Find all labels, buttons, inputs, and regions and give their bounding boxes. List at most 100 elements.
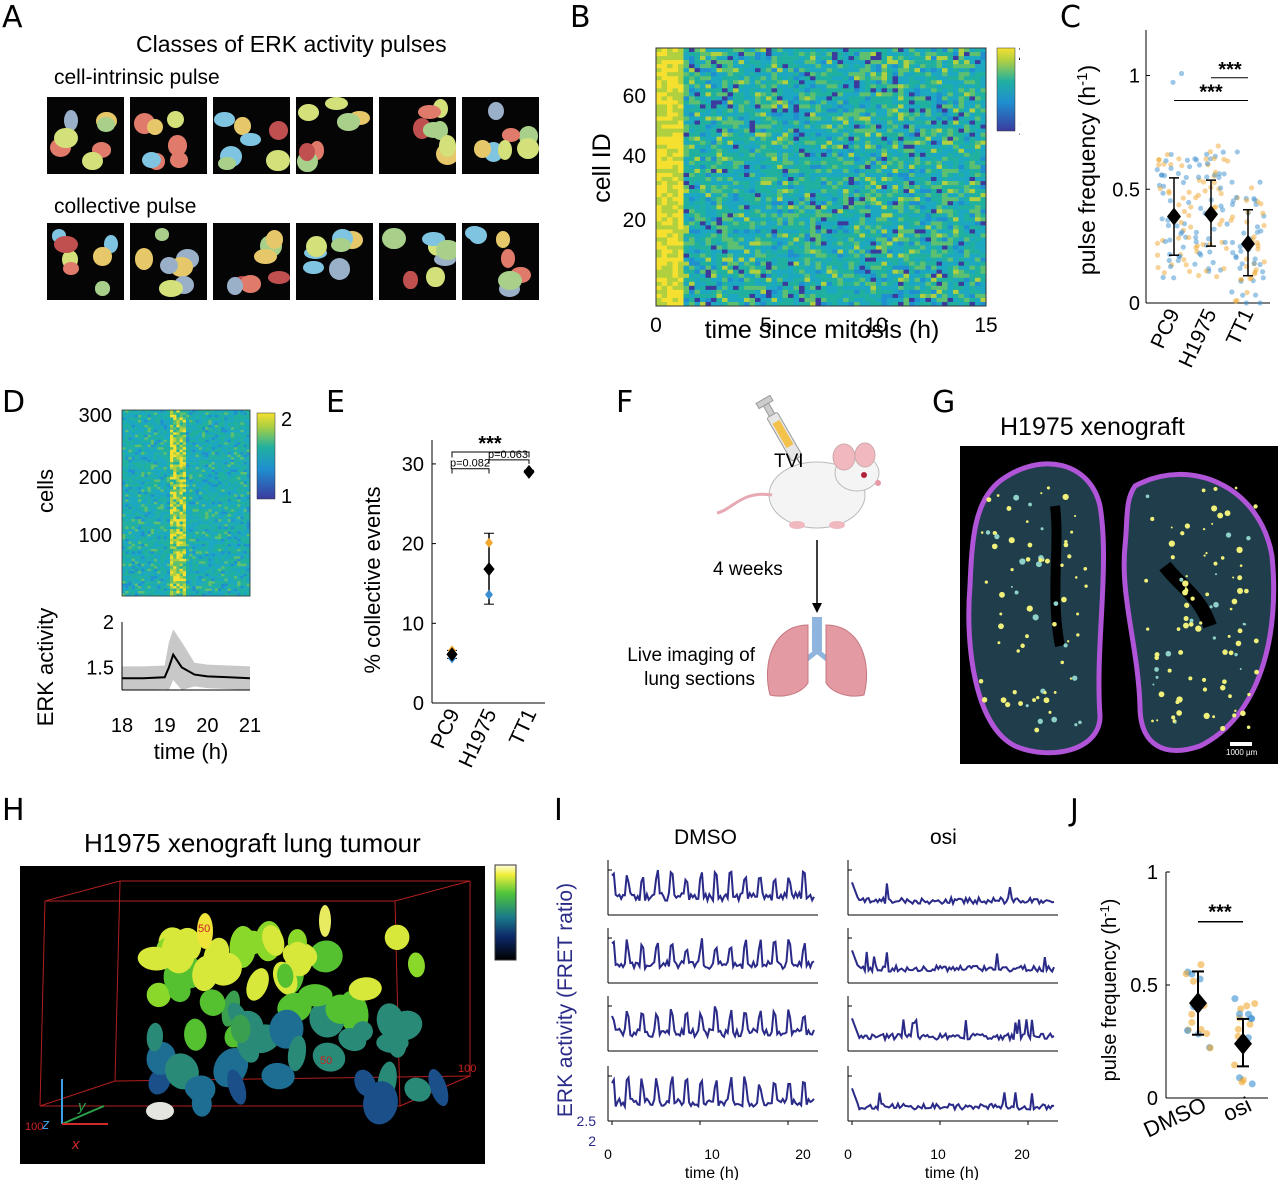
- heatmap-cell: [848, 301, 855, 307]
- heatmap-cell: [672, 205, 679, 210]
- heatmap-cell: [980, 136, 987, 142]
- heatmap-cell: [227, 410, 232, 413]
- heatmap-cell: [931, 120, 937, 125]
- heatmap-cell: [953, 289, 959, 295]
- data-point: [1176, 156, 1182, 162]
- data-point: [1155, 264, 1161, 271]
- heatmap-cell: [727, 96, 734, 101]
- heatmap-cell: [964, 160, 970, 166]
- data-point: [1213, 204, 1219, 210]
- heatmap-cell: [141, 427, 145, 431]
- heatmap-cell: [920, 181, 926, 186]
- heatmap-cell: [942, 96, 948, 101]
- heatmap-cell: [689, 285, 695, 291]
- heatmap-cell: [942, 124, 948, 129]
- heatmap-cell: [727, 112, 734, 117]
- heatmap-cell: [804, 225, 811, 230]
- heatmap-cell: [160, 437, 164, 441]
- heatmap-cell: [969, 273, 976, 279]
- heatmap-cell: [243, 449, 248, 453]
- heatmap-cell: [738, 172, 745, 178]
- heatmap-cell: [810, 80, 816, 85]
- heatmap-cell: [227, 439, 232, 443]
- heatmap-cell: [832, 241, 838, 246]
- heatmap-cell: [859, 301, 866, 307]
- heatmap-cell: [788, 112, 794, 117]
- heatmap-cell: [903, 56, 910, 61]
- heatmap-cell: [854, 132, 860, 137]
- heatmap-cell: [799, 60, 805, 65]
- data-point: [1167, 198, 1173, 204]
- heatmap-cell: [727, 253, 734, 258]
- heatmap-cell: [898, 164, 904, 170]
- heatmap-cell: [892, 177, 899, 182]
- heatmap-cell: [804, 269, 811, 275]
- heatmap-cell: [667, 241, 673, 246]
- heatmap-cell: [947, 140, 954, 146]
- heatmap-cell: [755, 229, 761, 234]
- heatmap-cell: [667, 261, 673, 266]
- heatmap-cell: [678, 124, 684, 129]
- heatmap-cell: [931, 181, 937, 186]
- heatmap-cell: [953, 60, 959, 65]
- heatmap-cell: [854, 189, 860, 194]
- data-point: [1229, 289, 1235, 295]
- heatmap-cell: [887, 116, 893, 121]
- heatmap-cell: [793, 301, 800, 307]
- heatmap-cell: [738, 80, 745, 85]
- heatmap-cell: [843, 172, 849, 178]
- heatmap-cell: [683, 140, 690, 146]
- heatmap-cell: [859, 217, 866, 222]
- heatmap-cell: [832, 124, 838, 129]
- heatmap-cell: [125, 447, 129, 450]
- heatmap-cell: [240, 417, 244, 421]
- heatmap-cell: [903, 273, 910, 279]
- heatmap-cell: [964, 297, 970, 303]
- heatmap-cell: [694, 72, 701, 77]
- panel-letter-b: B: [570, 0, 591, 35]
- heatmap-cell: [192, 424, 196, 428]
- heatmap-cell: [892, 229, 899, 234]
- heatmap-cell: [837, 104, 844, 109]
- heatmap-cell: [964, 285, 970, 291]
- heatmap-cell: [179, 424, 184, 428]
- heatmap-cell: [122, 434, 126, 438]
- heatmap-cell: [920, 185, 926, 190]
- heatmap-cell: [777, 68, 783, 73]
- heatmap-cell: [170, 434, 174, 438]
- heatmap-cell: [859, 277, 866, 283]
- heatmap-cell: [195, 414, 200, 418]
- heatmap-cell: [920, 297, 926, 303]
- heatmap-cell: [887, 269, 893, 275]
- heatmap-cell: [892, 80, 899, 85]
- heatmap-cell: [804, 213, 811, 218]
- heatmap-cell: [157, 442, 161, 446]
- heatmap-cell: [163, 429, 168, 433]
- heatmap-cell: [865, 136, 871, 142]
- data-point: [1229, 214, 1236, 220]
- heatmap-cell: [870, 249, 877, 254]
- heatmap-cell: [125, 419, 129, 423]
- heatmap-cell: [208, 444, 212, 448]
- heatmap-cell: [738, 189, 745, 194]
- heatmap-cell: [876, 148, 882, 154]
- heatmap-cell: [683, 261, 690, 266]
- heatmap-cell: [909, 289, 915, 295]
- heatmap-cell: [826, 80, 833, 85]
- heatmap-cell: [914, 60, 921, 65]
- heatmap-cell: [815, 124, 822, 129]
- heatmap-cell: [198, 429, 203, 433]
- heatmap-cell: [870, 301, 877, 307]
- heatmap-cell: [876, 64, 882, 69]
- heatmap-cell: [865, 156, 871, 162]
- heatmap-cell: [176, 437, 180, 441]
- heatmap-cell: [832, 253, 838, 258]
- heatmap-cell: [815, 48, 822, 53]
- heatmap-cell: [173, 410, 177, 413]
- heatmap-cell: [931, 197, 937, 202]
- heatmap-cell: [793, 92, 800, 97]
- heatmap-cell: [160, 442, 164, 446]
- heatmap-cell: [738, 52, 745, 57]
- heatmap-cell: [661, 293, 668, 299]
- heatmap-cell: [700, 185, 706, 190]
